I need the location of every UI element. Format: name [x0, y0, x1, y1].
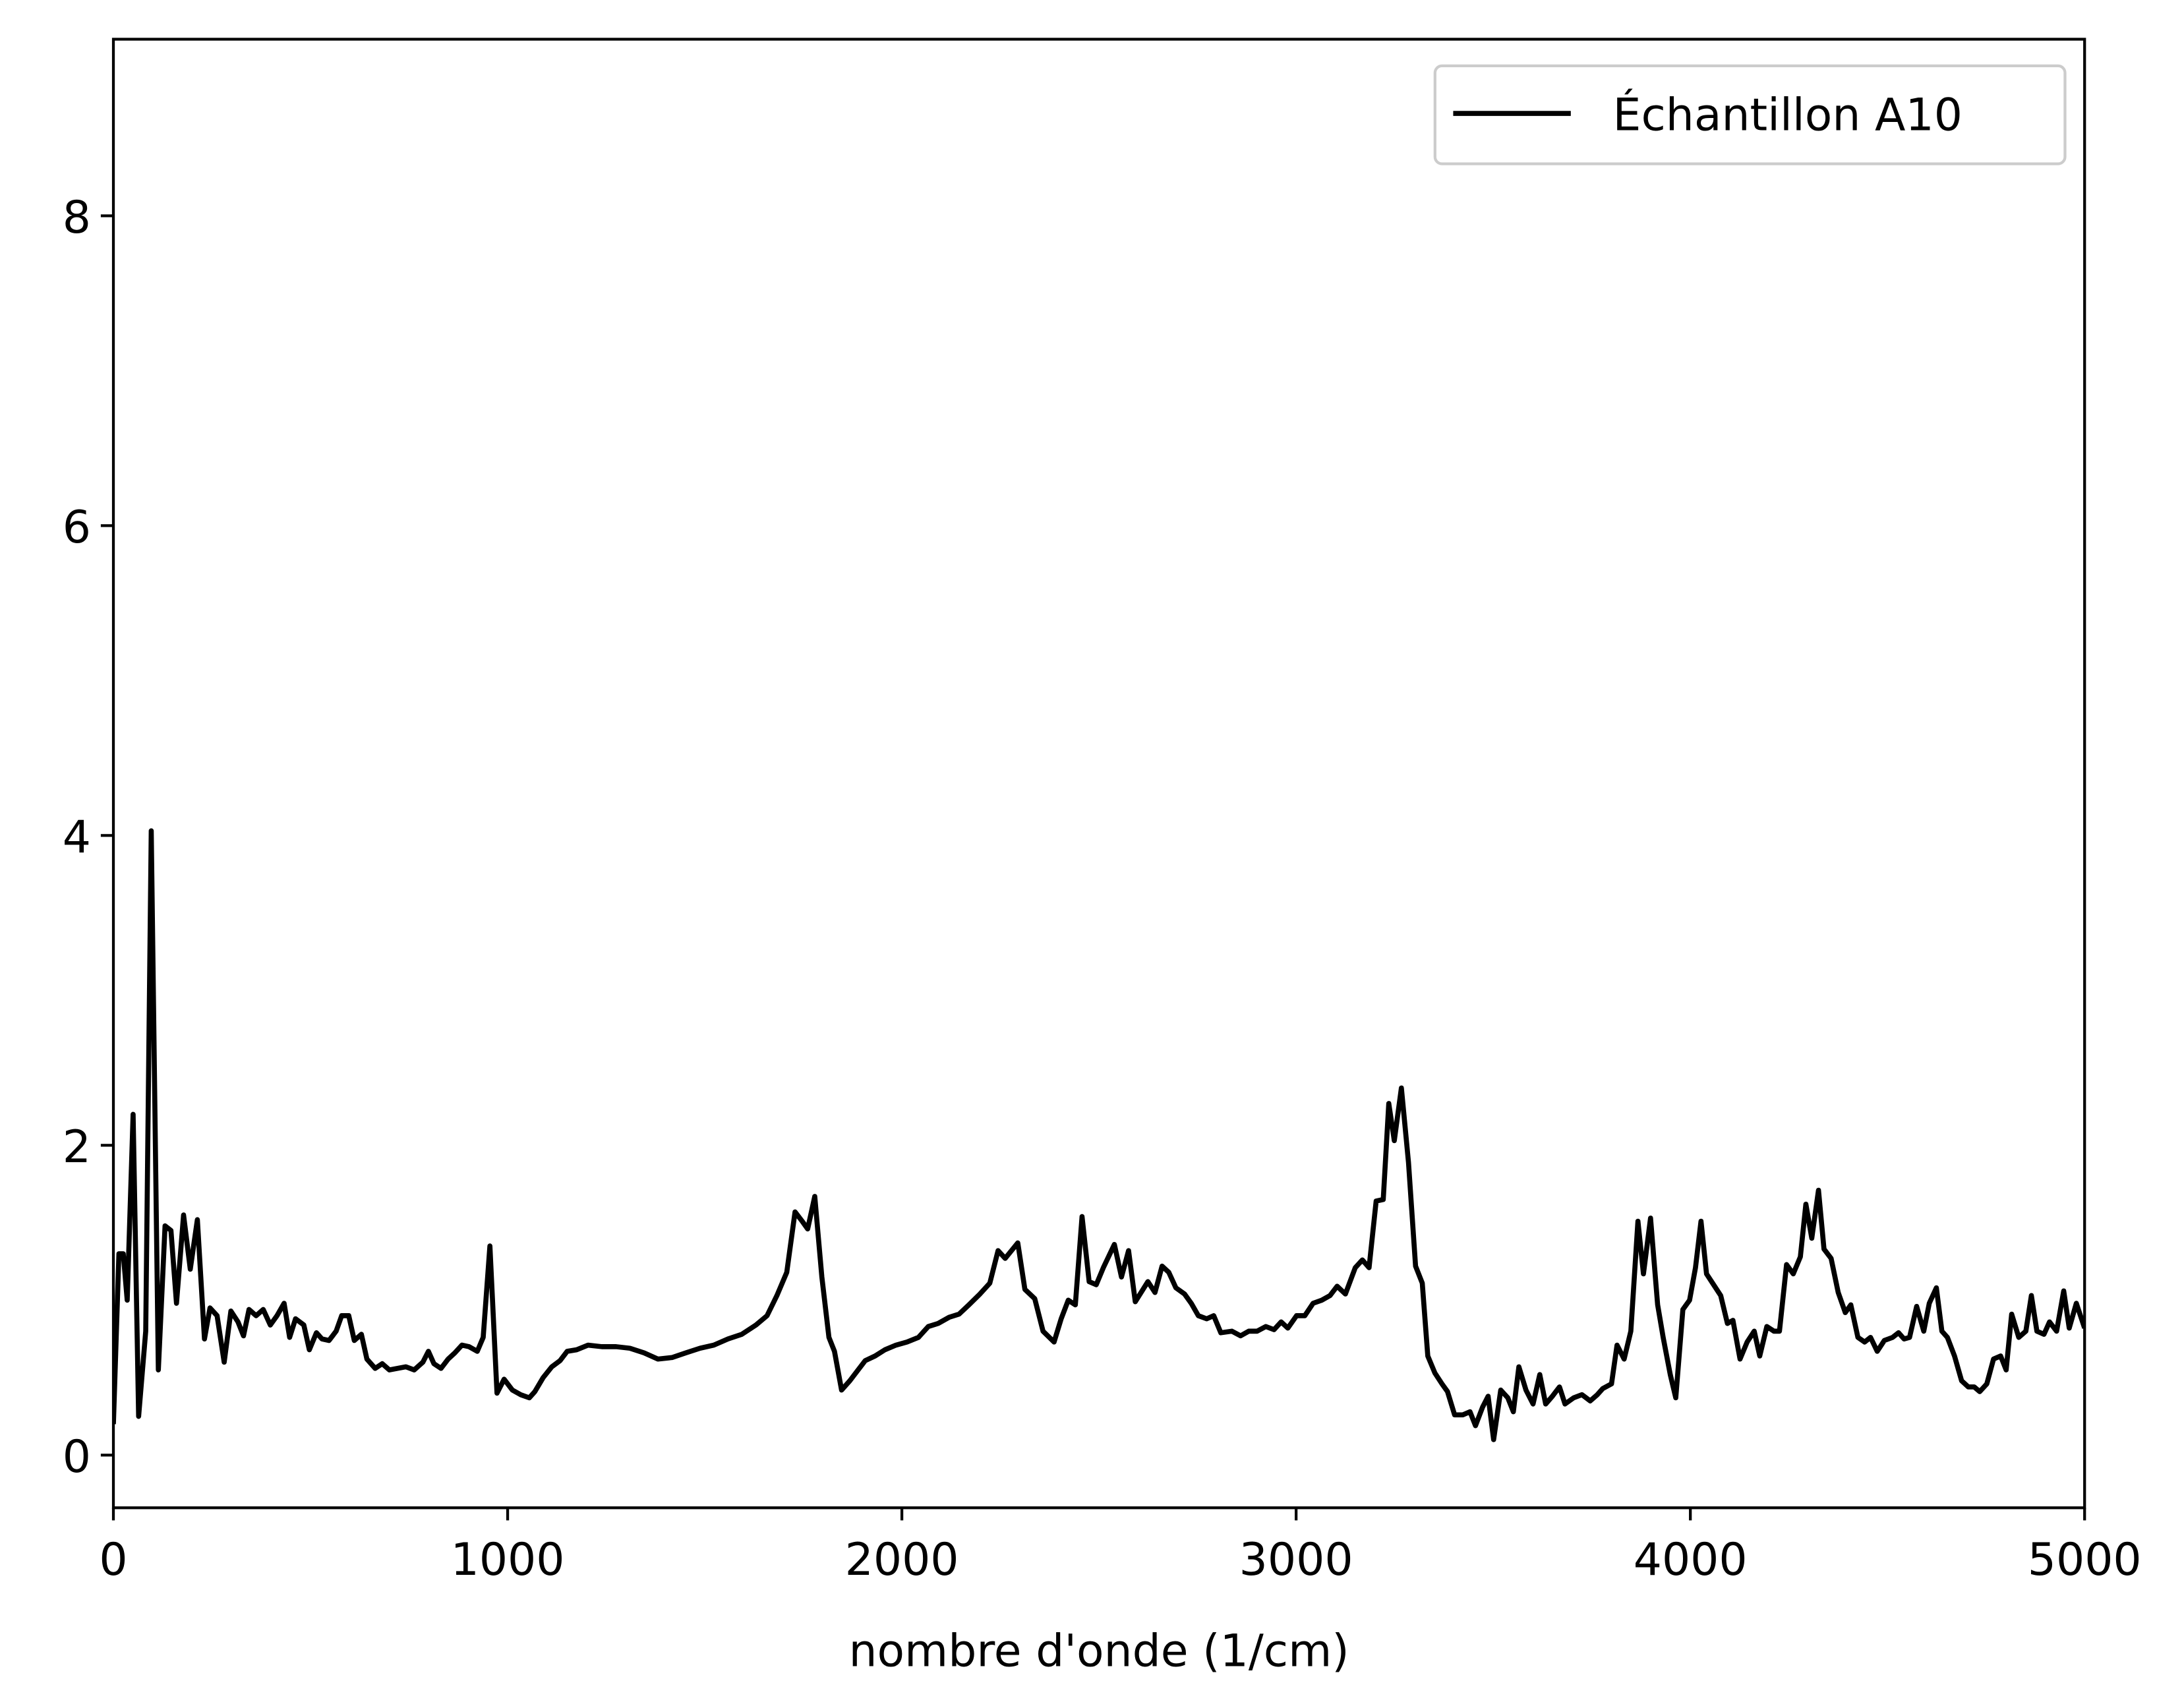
legend-label: Échantillon A10	[1613, 89, 1963, 142]
axes-frame	[111, 38, 2086, 1510]
x-tick-label: 2000	[845, 1534, 959, 1586]
x-tick-label: 5000	[2028, 1534, 2142, 1586]
x-tick-label: 3000	[1239, 1534, 1353, 1586]
y-tick-label: 0	[63, 1431, 91, 1483]
y-tick-label: 4	[63, 811, 91, 864]
x-tick-label: 4000	[1634, 1534, 1748, 1586]
x-tick-label: 0	[99, 1534, 127, 1586]
legend-box	[1433, 64, 2067, 165]
data-line	[113, 828, 2085, 1442]
x-axis-label: nombre d'onde (1/cm)	[848, 1625, 1349, 1677]
x-tick-label: 1000	[451, 1534, 565, 1586]
y-tick-label: 6	[63, 502, 91, 554]
y-tick-label: 8	[63, 192, 91, 244]
y-tick-label: 2	[63, 1121, 91, 1173]
